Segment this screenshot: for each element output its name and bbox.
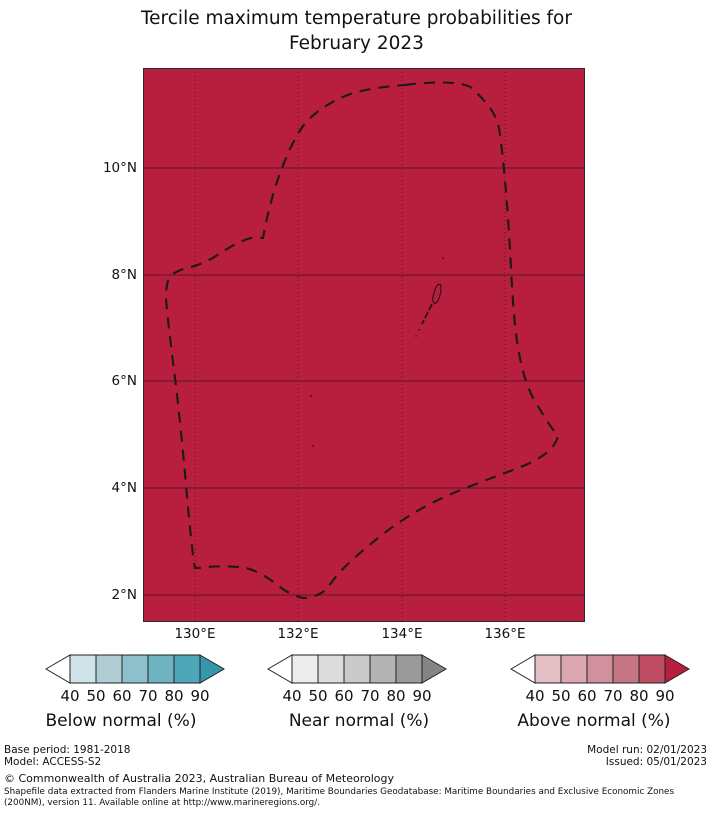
legend-below-normal: 40 50 60 70 80 90 Below normal (%) (2, 652, 240, 742)
ytick-label: 10°N (102, 160, 137, 176)
base-period-text: Base period: 1981-2018 (4, 744, 131, 756)
legend-tick-labels: 40 50 60 70 80 90 (2, 687, 240, 707)
map-plot-area (143, 68, 585, 622)
eez-boundary-line (164, 81, 560, 600)
xtick-label: 130°E (174, 626, 216, 642)
legend-tick: 90 (412, 687, 432, 705)
legend-near-normal: 40 50 60 70 80 90 Near normal (%) (240, 652, 478, 742)
legend-caption: Above normal (%) (517, 711, 671, 731)
legend-tick: 40 (60, 687, 80, 705)
longitude-axis: 130°E 132°E 134°E 136°E (143, 626, 585, 648)
legend-tick: 40 (525, 687, 545, 705)
legend-above-normal: 40 50 60 70 80 90 Above normal (%) (475, 652, 713, 742)
legend-tick-labels: 40 50 60 70 80 90 (475, 687, 713, 707)
ytick-label: 6°N (111, 373, 137, 389)
ytick-label: 2°N (111, 587, 137, 603)
xtick-label: 134°E (381, 626, 423, 642)
legend-caption: Below normal (%) (45, 711, 197, 731)
legend-tick-labels: 40 50 60 70 80 90 (240, 687, 478, 707)
legend-tick: 60 (112, 687, 132, 705)
longitude-gridlines (194, 68, 506, 622)
legend-tick: 70 (603, 687, 623, 705)
legend-tick: 80 (629, 687, 649, 705)
issued-text: Issued: 05/01/2023 (605, 756, 707, 768)
legend-tick: 50 (86, 687, 106, 705)
legend-colorbar (240, 652, 478, 686)
legend-tick: 90 (655, 687, 675, 705)
map-overlay-svg (143, 68, 585, 622)
ytick-label: 8°N (111, 267, 137, 283)
legend-tick: 70 (138, 687, 158, 705)
legend-colorbar (475, 652, 713, 686)
legend-tick: 90 (190, 687, 210, 705)
legend-tick: 40 (282, 687, 302, 705)
chart-title: Tercile maximum temperature probabilitie… (141, 8, 572, 54)
legend-colorbar (2, 652, 240, 686)
island-outlines (310, 257, 444, 447)
legend-tick: 50 (308, 687, 328, 705)
ytick-label: 4°N (111, 480, 137, 496)
xtick-label: 132°E (277, 626, 319, 642)
copyright-text: © Commonwealth of Australia 2023, Austra… (4, 772, 394, 785)
colorbar-swatches (267, 654, 447, 684)
legend-tick: 80 (386, 687, 406, 705)
xtick-label: 136°E (484, 626, 526, 642)
legend-tick: 60 (334, 687, 354, 705)
latitude-gridlines (143, 167, 585, 596)
model-text: Model: ACCESS-S2 (4, 756, 102, 768)
colorbar-swatches (510, 654, 690, 684)
legend-tick: 70 (360, 687, 380, 705)
legend-tick: 60 (577, 687, 597, 705)
legend-caption: Near normal (%) (288, 711, 430, 731)
shapefile-attribution-text: Shapefile data extracted from Flanders M… (4, 787, 675, 808)
legend-tick: 50 (551, 687, 571, 705)
probability-fill-region (143, 68, 585, 622)
colorbar-swatches (45, 654, 225, 684)
legend-tick: 80 (164, 687, 184, 705)
model-run-text: Model run: 02/01/2023 (587, 744, 707, 756)
latitude-axis: 2°N 4°N 6°N 8°N 10°N (83, 68, 137, 622)
